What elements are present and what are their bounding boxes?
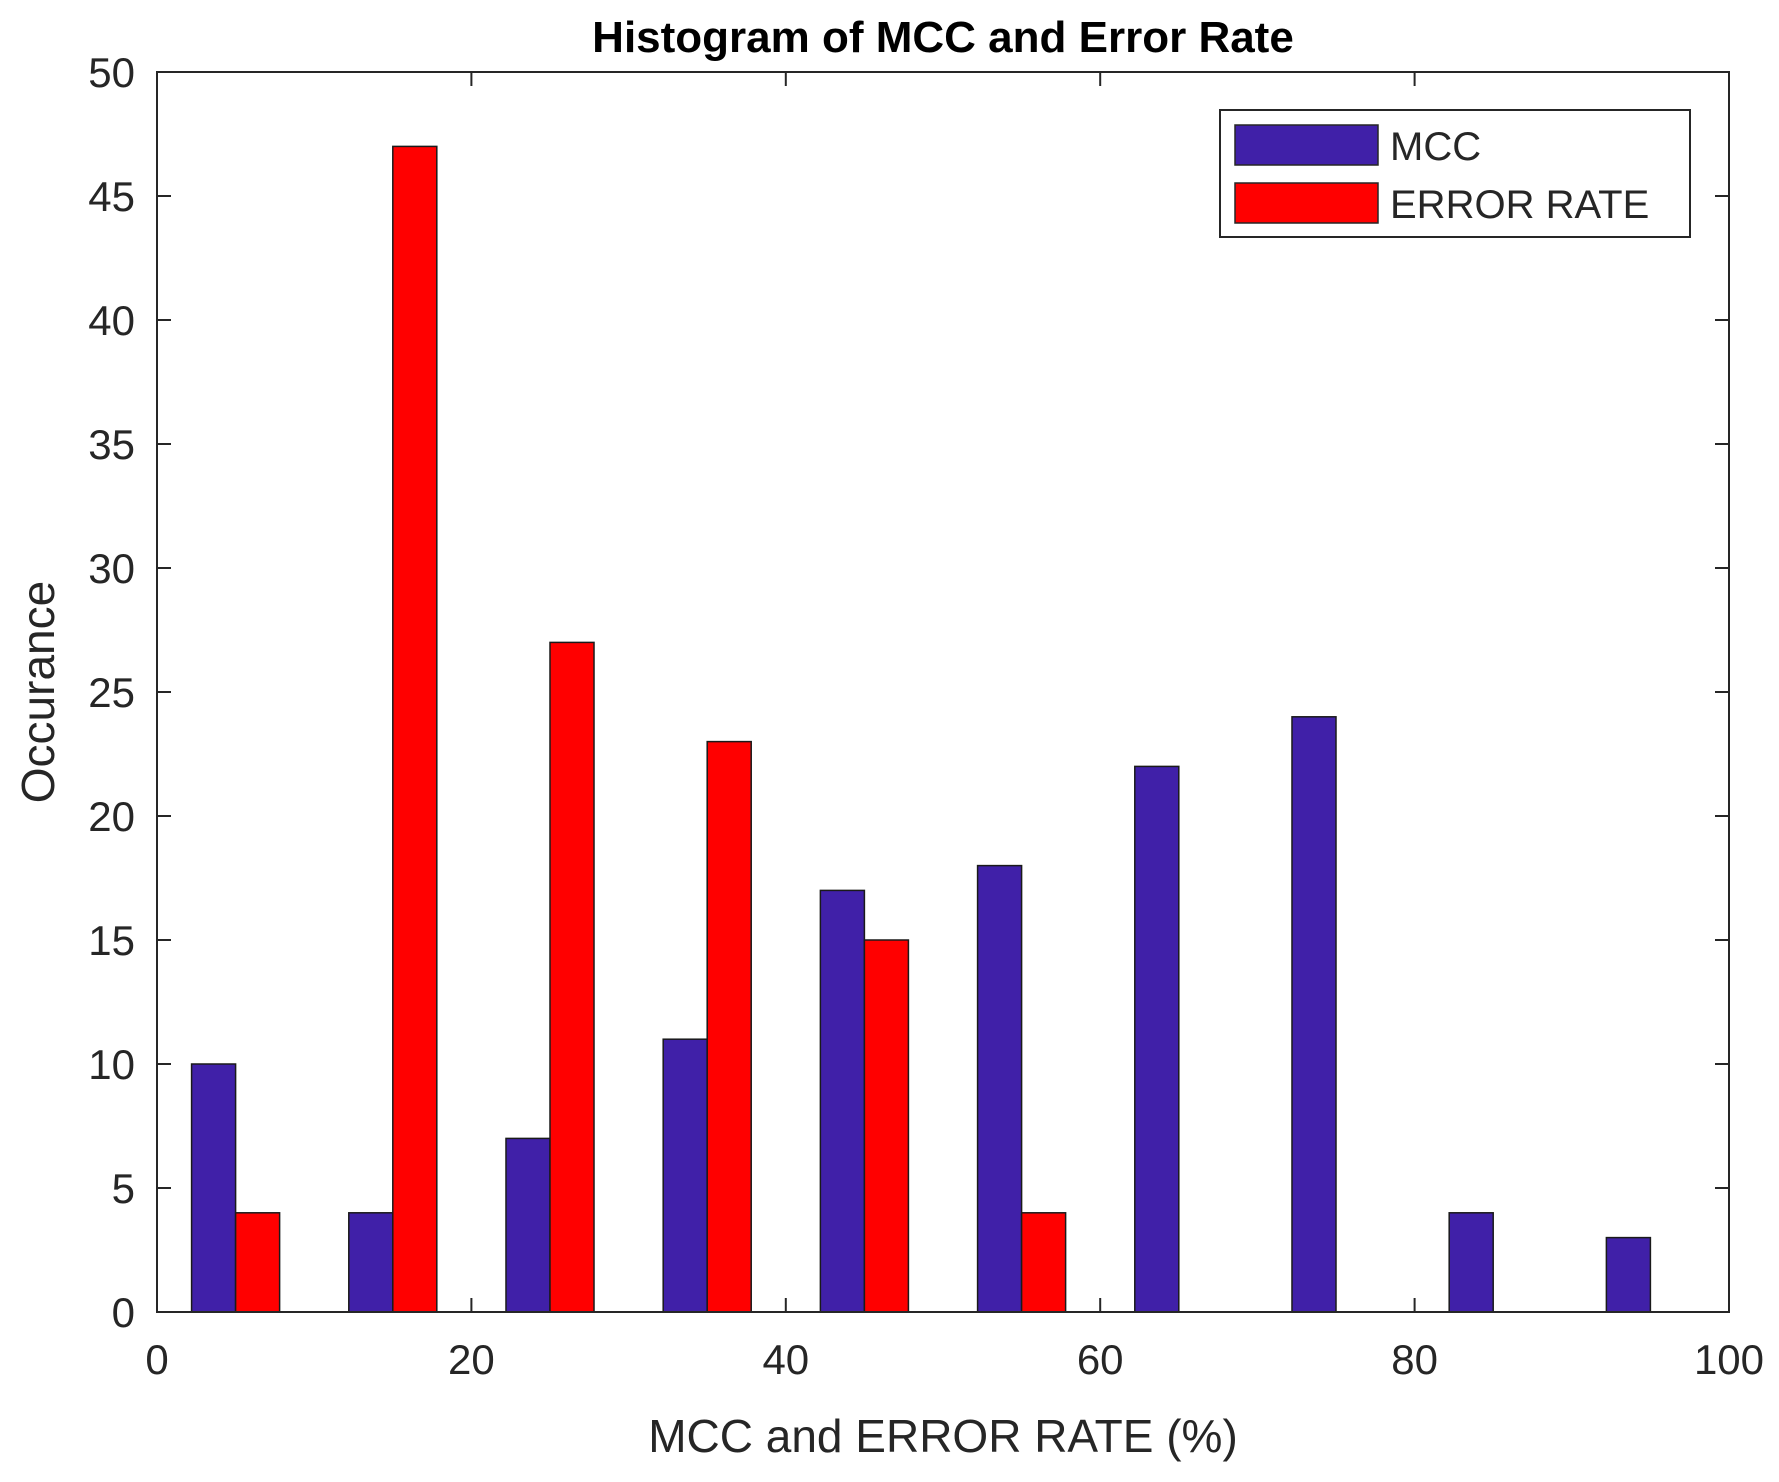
bar-mcc-0	[190, 1063, 237, 1313]
bar-mcc-3	[662, 1038, 708, 1313]
x-tick-label: 40	[762, 1336, 809, 1383]
bar-error-rate-4	[863, 939, 910, 1313]
x-tick-label: 0	[145, 1336, 168, 1383]
y-tick-label: 5	[112, 1165, 135, 1212]
legend-label-error-rate: ERROR RATE	[1390, 183, 1649, 227]
x-axis-label: MCC and ERROR RATE (%)	[648, 1410, 1238, 1462]
y-tick-label: 0	[112, 1289, 135, 1336]
bar-mcc-2	[505, 1137, 551, 1313]
legend-swatch-mcc	[1234, 124, 1379, 166]
y-tick-label: 25	[88, 669, 135, 716]
y-tick-label: 50	[88, 49, 135, 96]
plot-frame	[156, 71, 1730, 1313]
y-tick-label: 10	[88, 1041, 135, 1088]
bar-error-rate-0	[234, 1212, 281, 1313]
bar-error-rate-3	[706, 740, 752, 1313]
bar-mcc-8	[1448, 1212, 1494, 1313]
x-tick-label: 60	[1077, 1336, 1124, 1383]
y-tick-label: 45	[88, 173, 135, 220]
ticks-layer: 0 20 40 60 80 100 0 5 10 15 20 25 30 35 40 45 50	[88, 49, 1764, 1383]
bar-mcc-7	[1291, 716, 1337, 1313]
y-tick-label: 35	[88, 421, 135, 468]
legend-label-mcc: MCC	[1390, 125, 1481, 169]
y-tick-label: 40	[88, 297, 135, 344]
chart-title: Histogram of MCC and Error Rate	[592, 13, 1294, 62]
x-tick-label: 20	[448, 1336, 495, 1383]
legend[interactable]: MCC ERROR RATE	[1219, 109, 1691, 238]
legend-swatch-error-rate	[1234, 182, 1379, 224]
bar-error-rate-1	[392, 145, 438, 1313]
y-axis-label: Occurance	[12, 581, 64, 803]
bar-mcc-4	[819, 889, 866, 1313]
bars-layer	[190, 145, 1652, 1313]
bar-error-rate-2	[549, 641, 595, 1313]
x-tick-label: 80	[1391, 1336, 1438, 1383]
bar-mcc-9	[1605, 1236, 1652, 1313]
y-tick-label: 20	[88, 793, 135, 840]
bar-mcc-1	[348, 1212, 394, 1313]
y-tick-label: 30	[88, 545, 135, 592]
bar-mcc-6	[1134, 765, 1180, 1313]
bar-error-rate-5	[1020, 1212, 1067, 1313]
x-tick-label: 100	[1694, 1336, 1764, 1383]
bar-mcc-5	[976, 864, 1023, 1313]
y-tick-label: 15	[88, 917, 135, 964]
